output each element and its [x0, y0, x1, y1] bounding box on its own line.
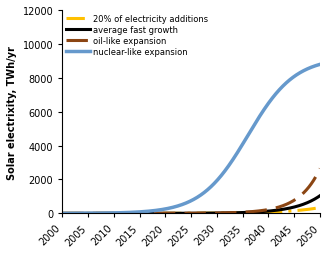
20% of electricity additions — [60, 212, 64, 215]
average fast growth — [174, 212, 178, 215]
average fast growth — [266, 210, 270, 213]
oil-like expansion — [174, 212, 178, 215]
nuclear-like expansion — [60, 212, 64, 215]
Y-axis label: Solar electrixity, TWh/yr: Solar electrixity, TWh/yr — [7, 45, 17, 179]
nuclear-like expansion — [87, 212, 91, 215]
20% of electricity additions — [261, 211, 265, 214]
average fast growth — [87, 212, 91, 215]
average fast growth — [237, 211, 241, 214]
oil-like expansion — [87, 212, 91, 215]
average fast growth — [164, 212, 168, 215]
20% of electricity additions — [237, 212, 241, 215]
oil-like expansion — [60, 212, 64, 215]
20% of electricity additions — [87, 212, 91, 215]
nuclear-like expansion — [237, 148, 241, 151]
oil-like expansion — [261, 209, 265, 212]
nuclear-like expansion — [261, 110, 265, 113]
average fast growth — [60, 212, 64, 215]
oil-like expansion — [266, 208, 270, 211]
nuclear-like expansion — [318, 64, 322, 67]
Line: average fast growth: average fast growth — [62, 196, 320, 214]
nuclear-like expansion — [174, 205, 178, 208]
20% of electricity additions — [174, 212, 178, 215]
oil-like expansion — [318, 167, 322, 170]
average fast growth — [318, 194, 322, 197]
Line: oil-like expansion: oil-like expansion — [62, 169, 320, 214]
20% of electricity additions — [164, 212, 168, 215]
oil-like expansion — [237, 211, 241, 214]
oil-like expansion — [164, 212, 168, 215]
Line: 20% of electricity additions: 20% of electricity additions — [62, 208, 320, 214]
Legend: 20% of electricity additions, average fast growth, oil-like expansion, nuclear-l: 20% of electricity additions, average fa… — [65, 13, 210, 59]
Line: nuclear-like expansion: nuclear-like expansion — [62, 65, 320, 214]
nuclear-like expansion — [266, 103, 270, 106]
nuclear-like expansion — [164, 207, 168, 210]
average fast growth — [261, 210, 265, 213]
20% of electricity additions — [318, 206, 322, 209]
20% of electricity additions — [266, 211, 270, 214]
